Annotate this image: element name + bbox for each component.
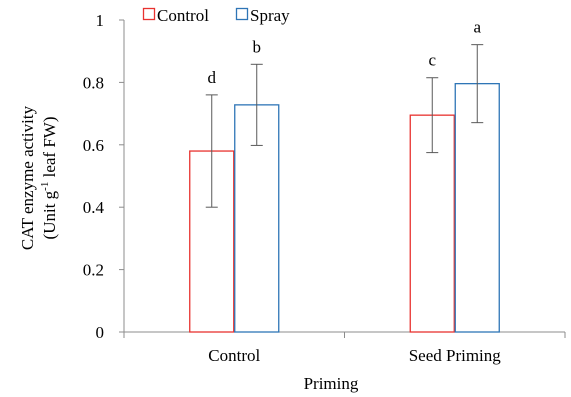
legend-label-spray: Spray [250, 6, 290, 25]
y-tick-label: 0.8 [83, 73, 104, 92]
significance-label: c [428, 51, 436, 70]
y-axis-title-exponent: -1 [39, 182, 51, 191]
y-axis-title-line1: CAT enzyme activity [18, 105, 37, 250]
y-tick-label: 0.4 [83, 198, 105, 217]
bars [190, 84, 500, 332]
y-tick-label: 0 [96, 323, 105, 342]
significance-label: a [473, 18, 481, 37]
significance-label: b [253, 37, 262, 56]
legend: Control Spray [144, 6, 291, 25]
legend-swatch-spray [237, 9, 248, 20]
y-tick-labels: 0 0.2 0.4 0.6 0.8 1 [83, 11, 105, 342]
y-tick-label: 0.6 [83, 136, 104, 155]
legend-label-control: Control [157, 6, 209, 25]
y-axis-title-line2: (Unit g-1 leaf FW) [39, 117, 59, 240]
y-tick-label: 1 [96, 11, 105, 30]
data-labels: d b c a [208, 18, 482, 87]
y-axis-title-tail: leaf FW) [40, 117, 59, 182]
legend-swatch-control [144, 9, 155, 20]
y-axis-title-unit: (Unit g [40, 190, 59, 239]
y-tick-label: 0.2 [83, 261, 104, 280]
x-category-label: Seed Priming [409, 346, 502, 365]
x-axis-title: Priming [304, 374, 359, 393]
significance-label: d [208, 68, 217, 87]
y-axis-title: CAT enzyme activity (Unit g-1 leaf FW) [18, 105, 59, 250]
x-category-label: Control [208, 346, 260, 365]
x-category-labels: Control Seed Priming [208, 346, 501, 365]
